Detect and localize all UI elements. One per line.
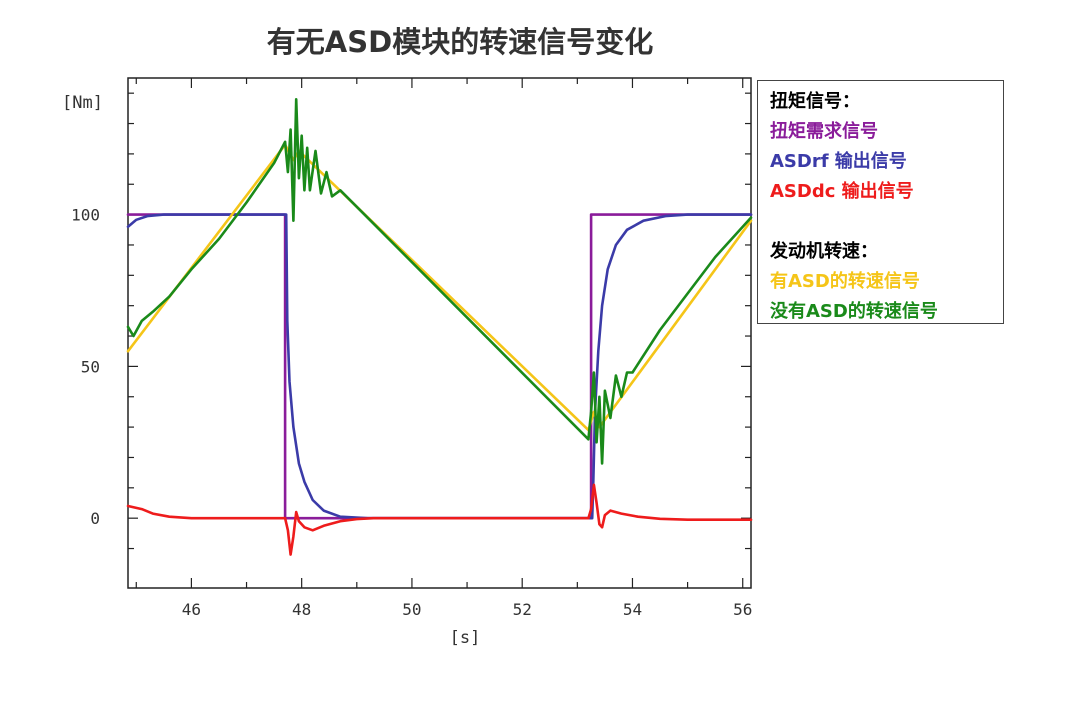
series-line-speed-without-asd: [126, 98, 753, 465]
tick-group: 46 48 50 52 54 56 0 50 100: [71, 78, 752, 619]
x-axis-unit: [s]: [450, 628, 481, 648]
plot-area: [127, 77, 752, 589]
series-line-asdrf: [126, 213, 753, 520]
chart-title: 有无ASD模块的转速信号变化: [267, 25, 653, 59]
legend-entry-asddc: ASDdc 输出信号: [770, 181, 914, 202]
legend: 扭矩信号： 扭矩需求信号 ASDrf 输出信号 ASDdc 输出信号 发动机转速…: [757, 80, 1004, 324]
legend-entry-asdrf: ASDrf 输出信号: [770, 151, 907, 172]
legend-entry-speed-without-asd: 没有ASD的转速信号: [770, 301, 938, 322]
x-tick-label: 50: [402, 600, 421, 619]
legend-entry-torque-demand: 扭矩需求信号: [770, 121, 878, 142]
y-tick-label: 100: [71, 206, 100, 225]
legend-entry-speed-with-asd: 有ASD的转速信号: [770, 271, 920, 292]
y-axis-unit: [Nm]: [62, 93, 103, 113]
legend-heading-torque: 扭矩信号：: [770, 91, 860, 112]
series-line-asddc: [126, 483, 753, 556]
y-tick-label: 50: [81, 357, 100, 376]
x-tick-label: 46: [182, 600, 201, 619]
y-tick-label: 0: [90, 509, 100, 528]
legend-heading-speed: 发动机转速：: [770, 241, 878, 262]
series-group: [126, 98, 753, 556]
x-tick-label: 54: [623, 600, 642, 619]
x-tick-label: 56: [733, 600, 752, 619]
x-tick-label: 52: [513, 600, 532, 619]
x-tick-label: 48: [292, 600, 311, 619]
